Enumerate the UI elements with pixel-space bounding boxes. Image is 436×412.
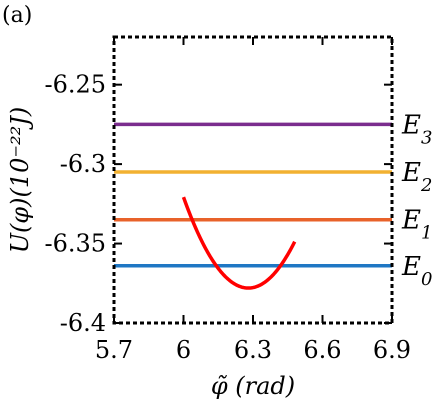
plot-frame — [112, 35, 394, 325]
y-tick-label: -6.25 — [44, 71, 106, 99]
x-tick-label: 6.3 — [234, 336, 272, 364]
energy-level-label-2: E2 — [401, 158, 432, 196]
energy-level-label-1: E1 — [401, 206, 432, 244]
y-axis-label: U(φ)(10⁻²²J) — [6, 107, 34, 254]
y-tick-label: -6.35 — [44, 230, 106, 258]
x-tick-label: 6.9 — [373, 336, 411, 364]
y-tick-label: -6.3 — [60, 150, 106, 178]
plot-area — [114, 122, 392, 290]
axis-ticks: 5.7 6 6.3 6.6 6.9 -6.4 -6.35 -6.3 -6.25 — [44, 37, 411, 364]
potential-curve — [181, 196, 297, 290]
panel-label: (a) — [2, 3, 32, 28]
x-tick-label: 6 — [176, 336, 191, 364]
y-tick-label: -6.4 — [60, 309, 106, 337]
energy-level-label-0: E0 — [401, 252, 432, 290]
x-tick-label: 5.7 — [95, 336, 133, 364]
x-axis-label: φ̃ (rad) — [211, 372, 295, 400]
energy-level-label-3: E3 — [401, 110, 432, 148]
x-tick-label: 6.6 — [303, 336, 341, 364]
